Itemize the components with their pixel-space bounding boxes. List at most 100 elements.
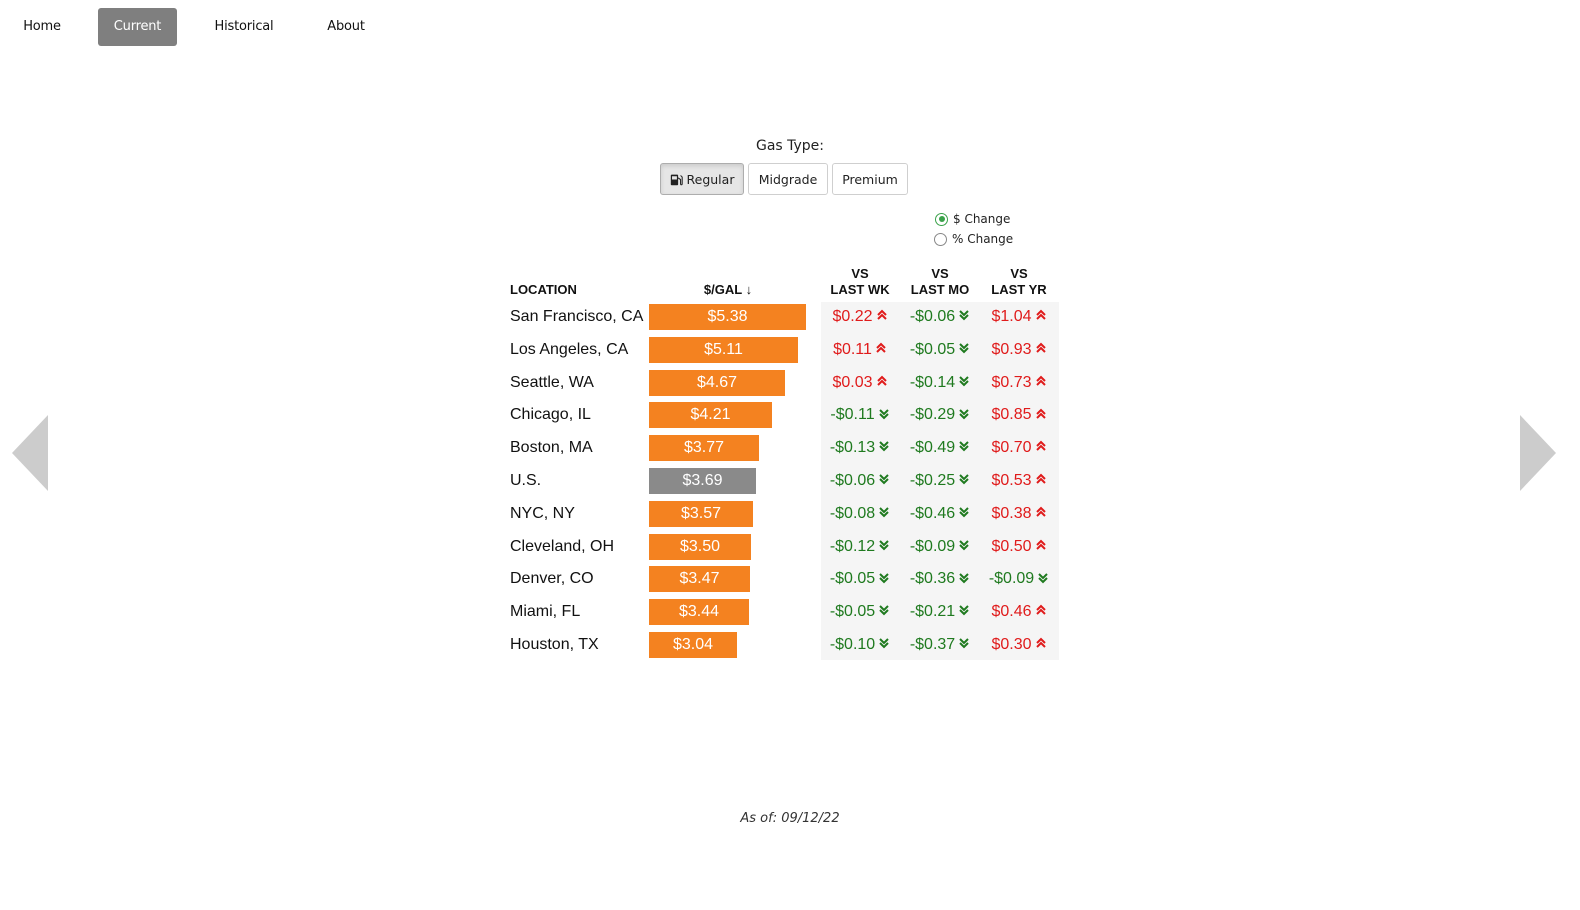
change-mo-cell: -$0.37 — [901, 636, 979, 654]
gas-price-table: LOCATION $/GAL ↓ VS LAST WK VS LAST MO V… — [510, 262, 1070, 672]
dollar-change-radio[interactable] — [935, 212, 948, 226]
change-value: -$0.09 — [988, 570, 1035, 588]
change-value: -$0.25 — [909, 472, 956, 489]
percent-change-option[interactable]: % Change — [934, 230, 1013, 248]
table-row: Seattle, WA $4.67 $0.03 -$0.14 $0.73 — [510, 368, 1070, 401]
double-chevron-down-icon — [959, 507, 969, 518]
double-chevron-up-icon — [1035, 473, 1046, 484]
location-cell: Cleveland, OH — [510, 537, 615, 555]
location-cell: U.S. — [510, 472, 542, 489]
double-chevron-up-icon — [876, 375, 887, 386]
change-mo-cell: -$0.14 — [901, 374, 979, 392]
change-mo-cell: -$0.29 — [901, 406, 979, 424]
change-yr-cell: $0.50 — [980, 538, 1058, 556]
change-yr-cell: -$0.09 — [980, 570, 1058, 588]
percent-change-radio[interactable] — [934, 232, 947, 246]
double-chevron-up-icon — [1035, 605, 1046, 616]
change-yr-cell: $0.85 — [980, 406, 1058, 424]
change-value: $0.53 — [991, 472, 1032, 489]
double-chevron-down-icon — [1038, 572, 1048, 584]
dollar-change-label: $ Change — [953, 212, 1011, 226]
change-value: $0.30 — [991, 636, 1032, 653]
change-value: -$0.06 — [829, 472, 876, 489]
double-chevron-down-icon — [879, 474, 889, 485]
location-cell: Miami, FL — [510, 603, 581, 621]
last-wk-header[interactable]: LAST WK — [830, 282, 890, 297]
table-row: NYC, NY $3.57 -$0.08 -$0.46 $0.38 — [510, 499, 1070, 532]
gas-pump-icon — [670, 174, 683, 185]
change-mo-cell: -$0.21 — [901, 603, 979, 621]
change-yr-cell: $1.04 — [980, 308, 1058, 326]
regular-button[interactable]: Regular — [660, 163, 744, 195]
double-chevron-up-icon — [1035, 408, 1046, 419]
table-row: Miami, FL $3.44 -$0.05 -$0.21 $0.46 — [510, 597, 1070, 630]
change-value: $0.73 — [991, 373, 1032, 391]
price-bar: $3.57 — [649, 500, 753, 527]
change-value: $0.93 — [991, 340, 1032, 358]
double-chevron-down-icon — [879, 638, 889, 649]
change-wk-cell: $0.03 — [821, 374, 899, 392]
double-chevron-up-icon — [1035, 342, 1046, 353]
nav-about[interactable]: About — [327, 19, 365, 34]
change-mo-cell: -$0.46 — [901, 505, 979, 523]
double-chevron-up-icon — [1035, 637, 1046, 648]
table-row: Chicago, IL $4.21 -$0.11 -$0.29 $0.85 — [510, 400, 1070, 433]
percent-change-label: % Change — [952, 232, 1014, 246]
change-wk-cell: -$0.06 — [821, 472, 899, 490]
price-bar: $5.11 — [649, 336, 798, 363]
change-value: $0.46 — [991, 603, 1032, 621]
change-value: $0.70 — [991, 439, 1032, 457]
midgrade-button[interactable]: Midgrade — [748, 163, 828, 195]
location-cell: Denver, CO — [510, 570, 594, 588]
location-cell: San Francisco, CA — [510, 308, 644, 325]
double-chevron-down-icon — [959, 474, 969, 485]
change-yr-cell: $0.53 — [980, 472, 1058, 490]
as-of-date: As of: 09/12/22 — [740, 811, 840, 826]
table-row: Houston, TX $3.04 -$0.10 -$0.37 $0.30 — [510, 630, 1070, 663]
price-bar: $3.44 — [649, 599, 749, 626]
double-chevron-down-icon — [879, 507, 889, 518]
price-bar: $3.77 — [649, 435, 759, 462]
change-wk-cell: -$0.12 — [821, 538, 899, 556]
location-header: LOCATION — [510, 282, 577, 297]
gas-type-label: Gas Type: — [755, 138, 825, 154]
change-yr-cell: $0.93 — [980, 341, 1058, 359]
nav-historical[interactable]: Historical — [214, 19, 274, 34]
double-chevron-down-icon — [959, 605, 969, 616]
change-value: -$0.06 — [909, 308, 956, 325]
double-chevron-down-icon — [959, 343, 969, 354]
nav-home[interactable]: Home — [23, 19, 61, 34]
nav-current[interactable]: Current — [98, 8, 177, 46]
double-chevron-down-icon — [959, 310, 969, 321]
change-value: -$0.12 — [829, 537, 876, 555]
change-wk-cell: -$0.05 — [821, 603, 899, 621]
change-mo-cell: -$0.36 — [901, 570, 979, 588]
premium-button[interactable]: Premium — [832, 163, 908, 195]
change-mo-cell: -$0.09 — [901, 538, 979, 556]
last-yr-header-top: VS — [1010, 266, 1028, 281]
change-value: -$0.05 — [829, 603, 876, 621]
double-chevron-up-icon — [1035, 375, 1046, 386]
change-value: -$0.37 — [909, 636, 956, 653]
change-value: -$0.21 — [909, 603, 956, 621]
change-mo-cell: -$0.06 — [901, 308, 979, 326]
change-value: -$0.05 — [909, 340, 956, 358]
change-value: -$0.13 — [829, 439, 876, 457]
last-mo-header[interactable]: LAST MO — [910, 282, 970, 297]
change-value: $0.22 — [832, 308, 873, 325]
change-value: -$0.09 — [909, 537, 956, 555]
change-value: $0.38 — [991, 504, 1032, 522]
double-chevron-down-icon — [959, 540, 969, 551]
last-yr-header[interactable]: LAST YR — [991, 282, 1047, 297]
change-columns-background — [821, 302, 1059, 660]
location-cell: Chicago, IL — [510, 406, 591, 424]
premium-button-label: Premium — [842, 171, 898, 187]
next-arrow-icon[interactable] — [1520, 415, 1556, 491]
prev-arrow-icon[interactable] — [12, 415, 48, 491]
price-bar: $3.50 — [649, 533, 751, 560]
change-value: $0.50 — [991, 537, 1032, 555]
double-chevron-down-icon — [879, 572, 889, 584]
price-header[interactable]: $/GAL ↓ — [703, 282, 753, 297]
location-cell: Los Angeles, CA — [510, 340, 629, 358]
dollar-change-option[interactable]: $ Change — [935, 210, 1010, 228]
